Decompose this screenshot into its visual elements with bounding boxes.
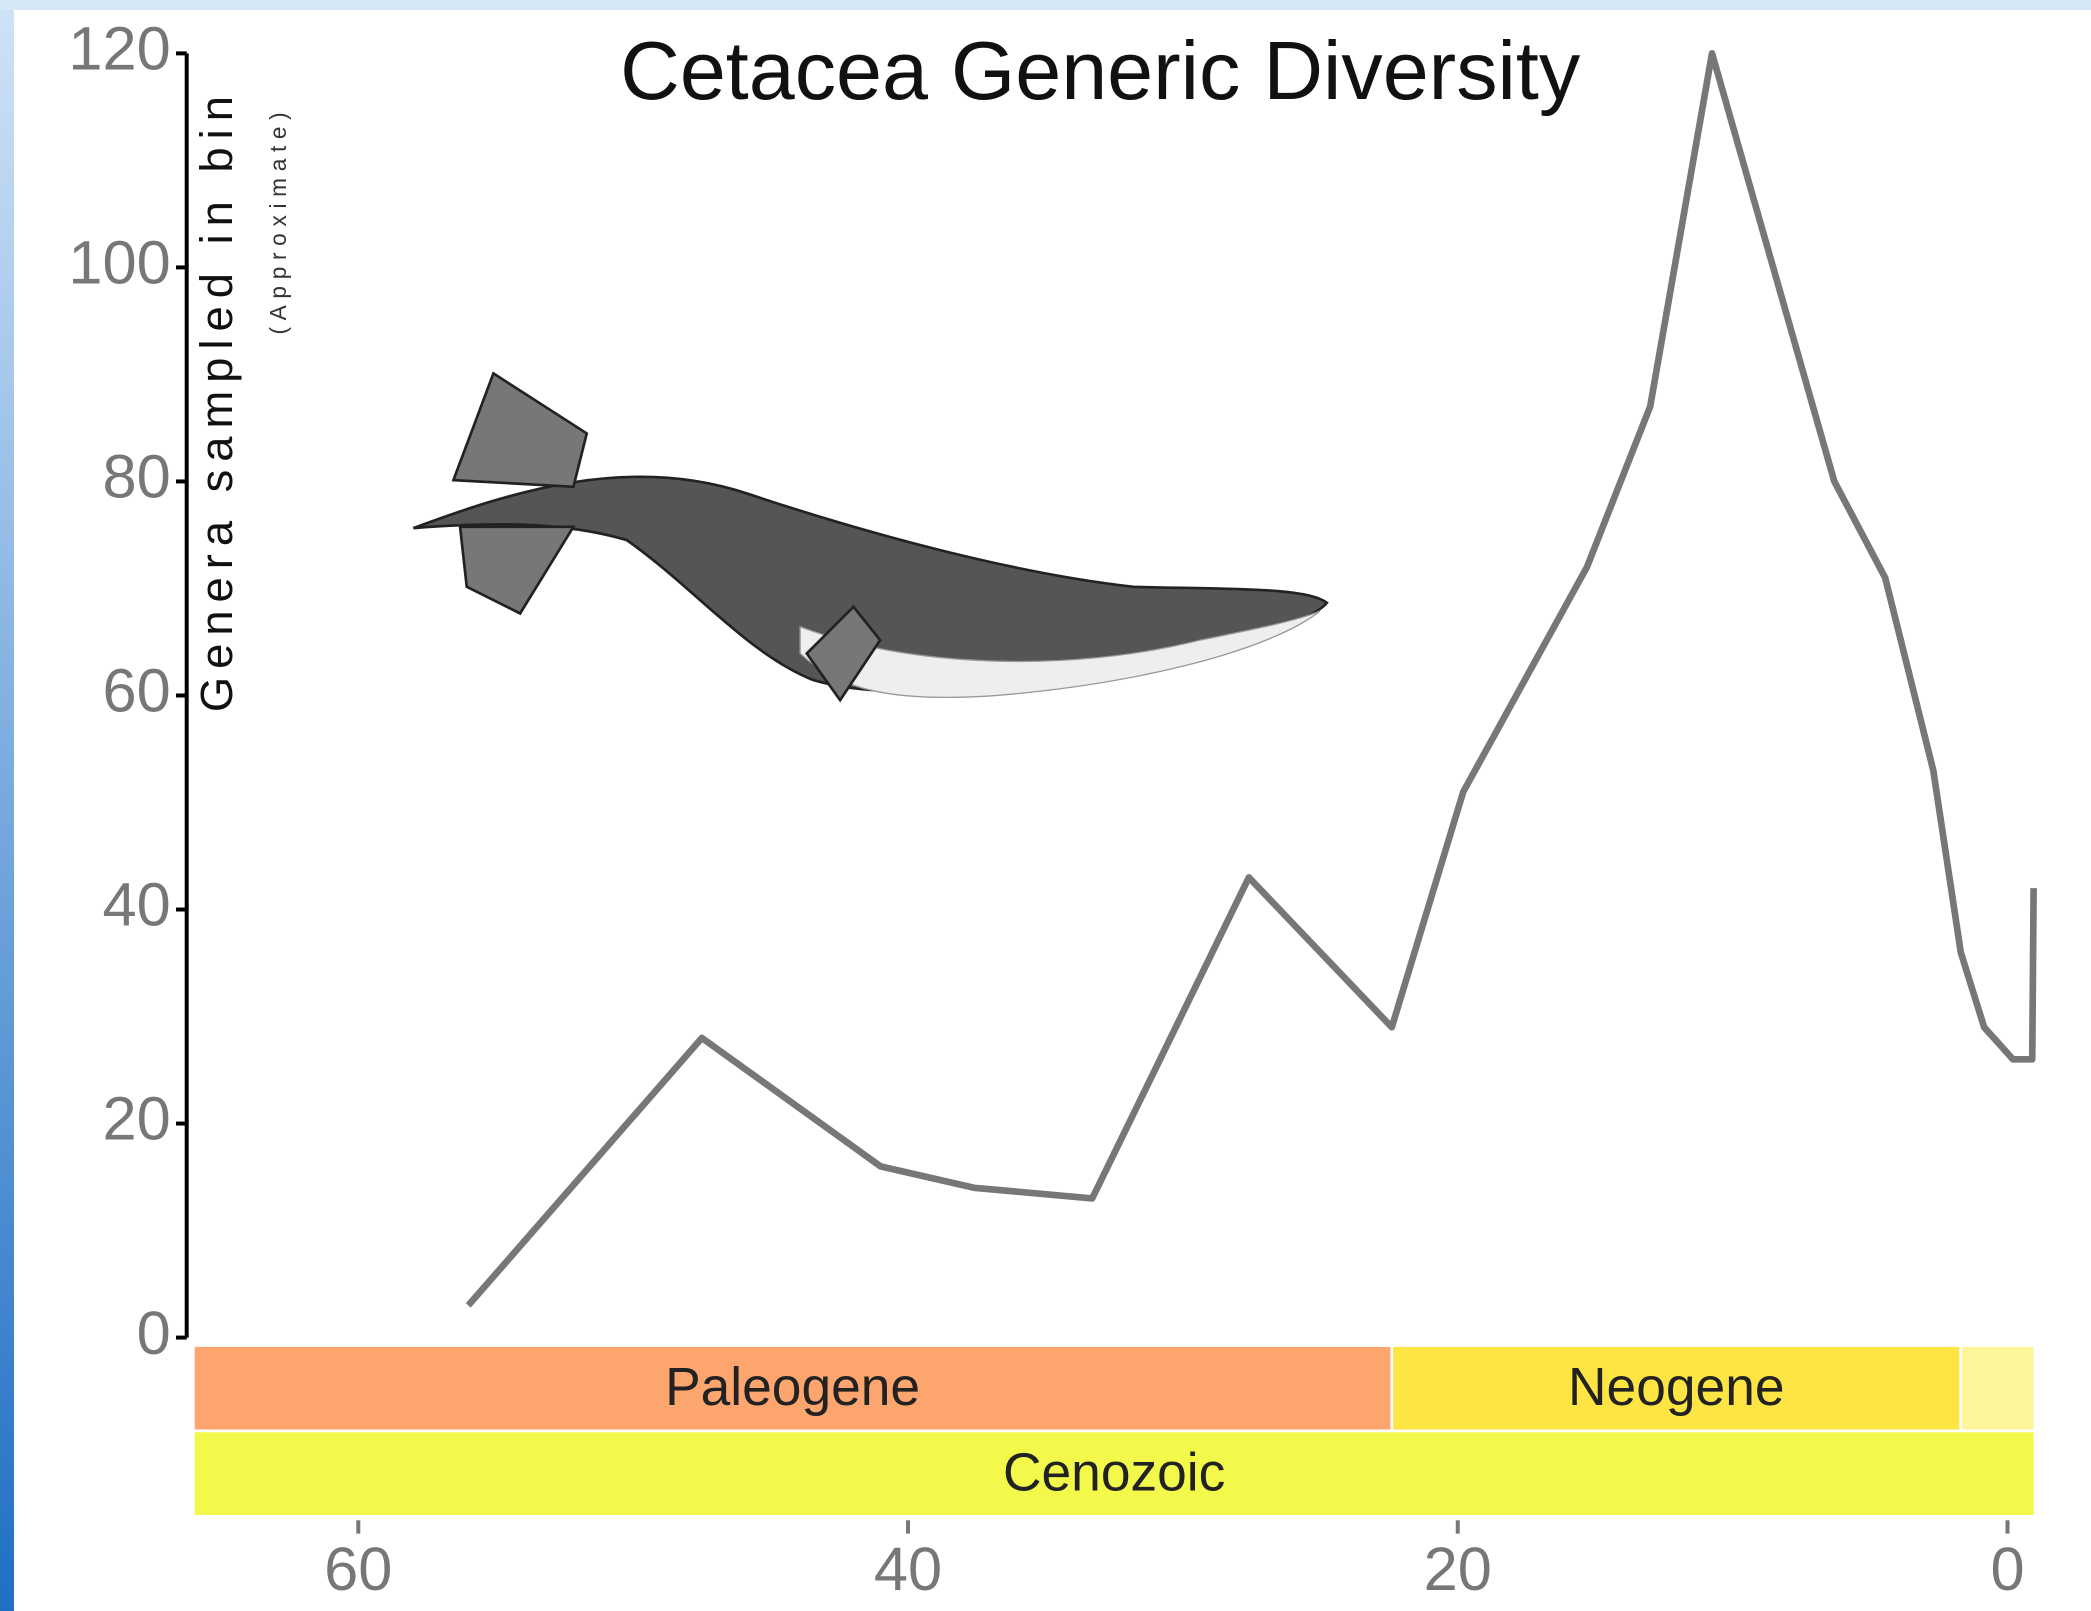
- y-tick-label: 100: [68, 228, 170, 297]
- y-tick-label: 0: [137, 1298, 171, 1367]
- y-tick-label: 60: [102, 656, 170, 725]
- era-label: Cenozoic: [1003, 1443, 1225, 1502]
- y-tick-label: 20: [102, 1084, 170, 1153]
- y-tick-label: 120: [68, 14, 170, 83]
- period-band: [1961, 1346, 2035, 1431]
- period-label: Neogene: [1568, 1358, 1784, 1417]
- chart: Cetacea Generic Diversity Genera sampled…: [0, 0, 2091, 1611]
- y-tick-label: 80: [102, 442, 170, 511]
- x-tick-label: 20: [1424, 1534, 1492, 1603]
- whale-illustration: [413, 373, 1326, 700]
- x-tick-label: 0: [1990, 1534, 2024, 1603]
- x-tick-label: 40: [874, 1534, 942, 1603]
- y-tick-label: 40: [102, 870, 170, 939]
- data-line: [468, 53, 2033, 1305]
- y-axis-sublabel: (Approximate): [265, 106, 291, 335]
- period-label: Paleogene: [665, 1358, 920, 1417]
- chart-title: Cetacea Generic Diversity: [620, 24, 1581, 117]
- screenshot: Cetacea Generic Diversity Genera sampled…: [0, 0, 2091, 1611]
- x-tick-label: 60: [324, 1534, 392, 1603]
- y-axis-label: Genera sampled in bin: [191, 88, 242, 712]
